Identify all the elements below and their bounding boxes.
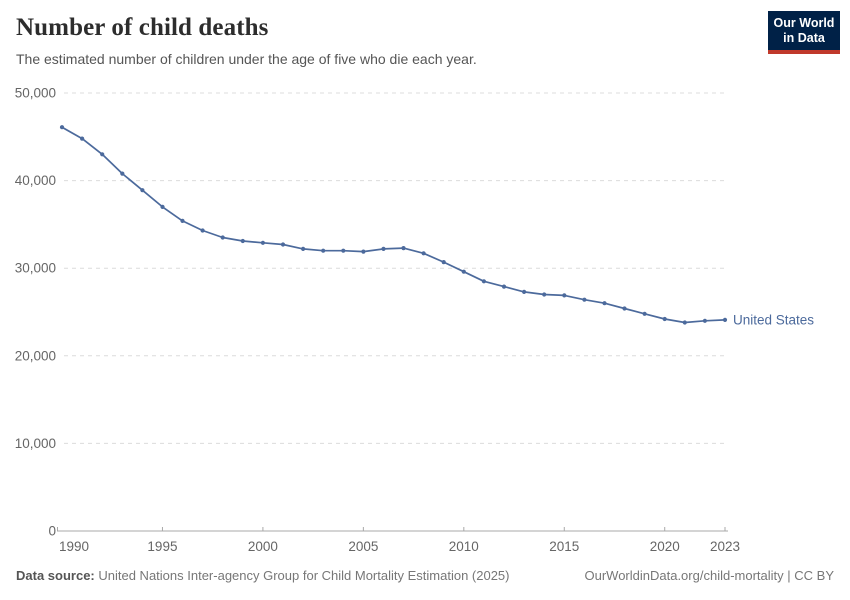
owid-logo[interactable]: Our World in Data xyxy=(768,11,840,54)
data-point xyxy=(522,289,527,294)
data-point xyxy=(682,320,687,325)
page-footer: Data source: United Nations Inter-agency… xyxy=(16,568,834,583)
data-point xyxy=(602,301,607,306)
data-point xyxy=(381,246,386,251)
y-axis-tick-label: 50,000 xyxy=(15,86,56,101)
data-point xyxy=(180,218,185,223)
x-axis-tick-label: 1990 xyxy=(59,539,89,554)
data-point xyxy=(501,284,507,289)
data-point xyxy=(140,188,145,193)
page-title: Number of child deaths xyxy=(16,14,269,41)
data-point xyxy=(120,171,125,176)
data-point xyxy=(702,318,708,323)
y-axis-tick-label: 10,000 xyxy=(15,436,56,451)
y-axis-tick-label: 20,000 xyxy=(15,348,56,363)
data-point xyxy=(401,246,406,251)
data-point xyxy=(622,306,627,311)
data-source-label: Data source: xyxy=(16,568,95,583)
data-point xyxy=(200,228,205,233)
data-point xyxy=(321,248,326,253)
data-source-text: United Nations Inter-agency Group for Ch… xyxy=(94,568,510,583)
series-label[interactable]: United States xyxy=(733,312,814,327)
data-point xyxy=(642,311,647,316)
data-point xyxy=(722,317,728,322)
chart-subtitle: The estimated number of children under t… xyxy=(16,51,477,67)
x-axis-tick-label: 1995 xyxy=(147,539,177,554)
data-point xyxy=(562,293,567,298)
data-point xyxy=(260,240,265,245)
credit: OurWorldinData.org/child-mortality | CC … xyxy=(584,568,834,583)
data-point xyxy=(662,316,667,322)
data-point xyxy=(59,125,65,130)
data-point xyxy=(341,248,346,253)
trend-line xyxy=(61,126,726,324)
owid-logo-line1: Our World xyxy=(773,16,835,30)
data-point xyxy=(301,246,306,251)
data-point xyxy=(220,235,225,240)
owid-logo-line2: in Data xyxy=(783,31,825,45)
data-point xyxy=(361,249,366,254)
x-axis-tick-label: 2015 xyxy=(549,539,579,554)
data-point xyxy=(421,251,426,256)
y-axis-tick-label: 40,000 xyxy=(15,173,56,188)
data-point xyxy=(481,279,486,284)
data-point xyxy=(461,269,466,274)
line-chart: 0 10,000 20,000 30,000 40,000 50,000 1990 1995 2… xyxy=(15,86,815,555)
data-point xyxy=(160,204,165,209)
data-point xyxy=(240,238,245,244)
x-axis-tick-label: 2000 xyxy=(248,539,278,554)
x-axis-tick-label: 2010 xyxy=(449,539,479,554)
y-axis-tick-label: 30,000 xyxy=(15,261,56,276)
data-source: Data source: United Nations Inter-agency… xyxy=(16,568,510,583)
data-point xyxy=(80,136,85,141)
data-point xyxy=(542,292,547,297)
credit-separator: | xyxy=(783,568,795,583)
x-axis-tick-label: 2023 xyxy=(710,539,740,554)
y-axis-tick-label: 0 xyxy=(48,524,56,539)
x-axis-tick-label: 2005 xyxy=(348,539,378,554)
x-axis-tick-label: 2020 xyxy=(650,539,680,554)
data-point xyxy=(582,297,587,302)
data-point xyxy=(280,242,286,247)
owid-url-link[interactable]: OurWorldinData.org/child-mortality xyxy=(584,568,784,583)
data-point xyxy=(441,260,446,265)
license-link[interactable]: CC BY xyxy=(794,568,834,583)
data-point xyxy=(100,152,105,157)
